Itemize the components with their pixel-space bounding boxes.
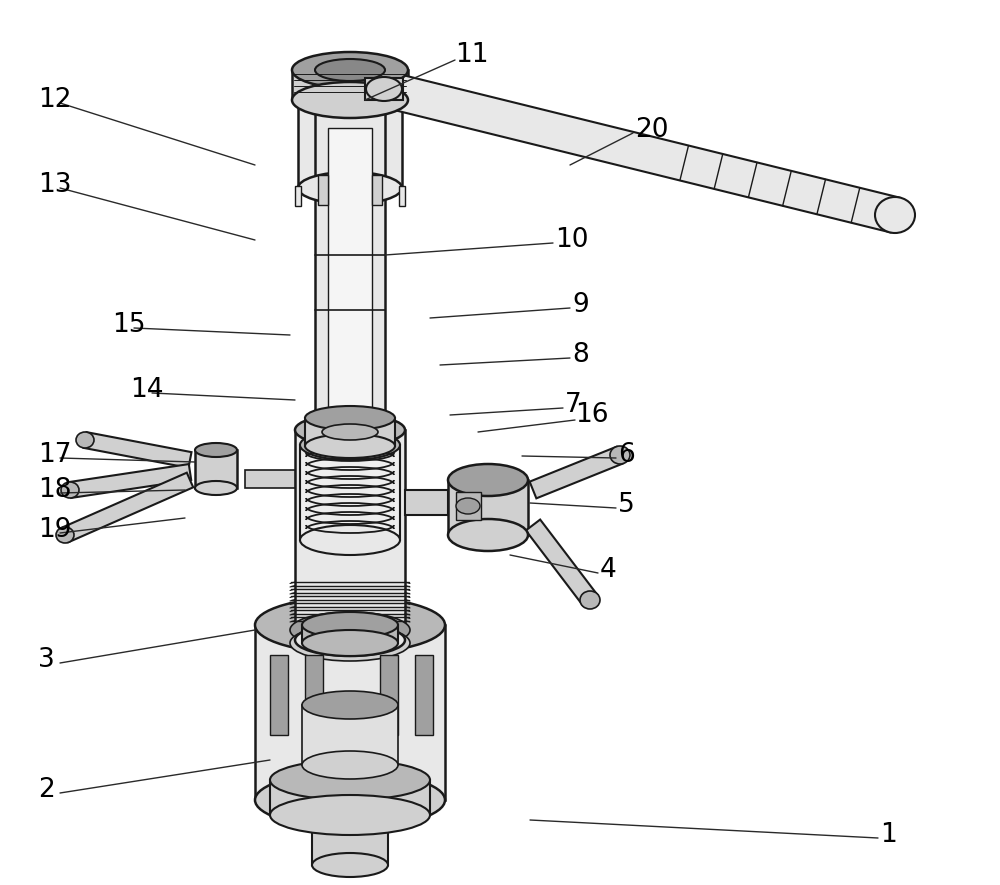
Ellipse shape xyxy=(270,760,430,800)
Bar xyxy=(448,480,528,535)
Text: 2: 2 xyxy=(38,777,55,803)
Ellipse shape xyxy=(305,434,395,458)
Bar xyxy=(292,70,408,100)
Text: 16: 16 xyxy=(575,402,608,428)
Ellipse shape xyxy=(315,59,385,81)
Bar xyxy=(365,78,403,100)
Ellipse shape xyxy=(290,625,410,661)
Bar xyxy=(295,186,301,206)
Text: 3: 3 xyxy=(38,647,55,673)
Bar xyxy=(405,490,448,515)
Bar xyxy=(302,625,398,643)
Bar xyxy=(305,418,395,446)
Bar xyxy=(328,128,372,410)
Bar xyxy=(380,655,398,735)
Bar xyxy=(255,625,445,800)
Ellipse shape xyxy=(322,424,378,440)
Bar xyxy=(270,655,288,735)
Polygon shape xyxy=(62,473,193,543)
Ellipse shape xyxy=(366,77,402,101)
Bar xyxy=(399,186,405,206)
Ellipse shape xyxy=(448,464,528,496)
Ellipse shape xyxy=(295,414,405,446)
Bar xyxy=(305,655,323,735)
Bar xyxy=(195,450,237,488)
Text: 5: 5 xyxy=(618,492,635,518)
Text: 14: 14 xyxy=(130,377,164,403)
Text: 13: 13 xyxy=(38,172,72,198)
Ellipse shape xyxy=(302,751,398,779)
Polygon shape xyxy=(69,464,191,498)
Ellipse shape xyxy=(76,432,94,448)
Bar xyxy=(270,780,430,815)
Ellipse shape xyxy=(610,446,630,464)
Text: 1: 1 xyxy=(880,822,897,848)
Text: 20: 20 xyxy=(635,117,668,143)
Bar xyxy=(300,445,400,540)
Text: 9: 9 xyxy=(572,292,589,318)
Bar xyxy=(312,795,388,865)
Ellipse shape xyxy=(270,795,430,835)
Text: 4: 4 xyxy=(600,557,617,583)
Text: 7: 7 xyxy=(565,392,582,418)
Ellipse shape xyxy=(292,52,408,88)
Ellipse shape xyxy=(300,430,400,460)
Bar xyxy=(298,88,402,188)
Text: 19: 19 xyxy=(38,517,72,543)
Bar xyxy=(372,175,382,205)
Ellipse shape xyxy=(255,597,445,653)
Bar xyxy=(415,655,433,735)
Bar xyxy=(302,705,398,765)
Bar xyxy=(245,470,295,488)
Ellipse shape xyxy=(292,82,408,118)
Bar xyxy=(315,108,385,420)
Ellipse shape xyxy=(295,624,405,656)
Text: 17: 17 xyxy=(38,442,72,468)
Ellipse shape xyxy=(302,630,398,656)
Text: 10: 10 xyxy=(555,227,588,253)
Polygon shape xyxy=(364,67,899,233)
Text: 11: 11 xyxy=(455,42,488,68)
Bar xyxy=(318,175,328,205)
Ellipse shape xyxy=(312,783,388,807)
Ellipse shape xyxy=(312,853,388,877)
Ellipse shape xyxy=(300,525,400,555)
Polygon shape xyxy=(526,519,597,605)
Ellipse shape xyxy=(195,481,237,495)
Ellipse shape xyxy=(298,72,402,104)
Ellipse shape xyxy=(456,498,480,514)
Polygon shape xyxy=(530,447,623,498)
Ellipse shape xyxy=(875,197,915,233)
Ellipse shape xyxy=(290,612,410,648)
Ellipse shape xyxy=(255,772,445,828)
Bar xyxy=(295,430,405,640)
Ellipse shape xyxy=(302,691,398,719)
Text: 8: 8 xyxy=(572,342,589,368)
Ellipse shape xyxy=(195,443,237,457)
Text: 12: 12 xyxy=(38,87,72,113)
Ellipse shape xyxy=(56,527,74,543)
Ellipse shape xyxy=(305,406,395,430)
Ellipse shape xyxy=(580,591,600,609)
Ellipse shape xyxy=(302,612,398,638)
Polygon shape xyxy=(84,432,191,468)
Text: 15: 15 xyxy=(112,312,146,338)
Bar xyxy=(456,492,481,520)
Ellipse shape xyxy=(61,482,79,498)
Ellipse shape xyxy=(298,172,402,204)
Text: 6: 6 xyxy=(618,442,635,468)
Text: 18: 18 xyxy=(38,477,72,503)
Ellipse shape xyxy=(448,519,528,551)
